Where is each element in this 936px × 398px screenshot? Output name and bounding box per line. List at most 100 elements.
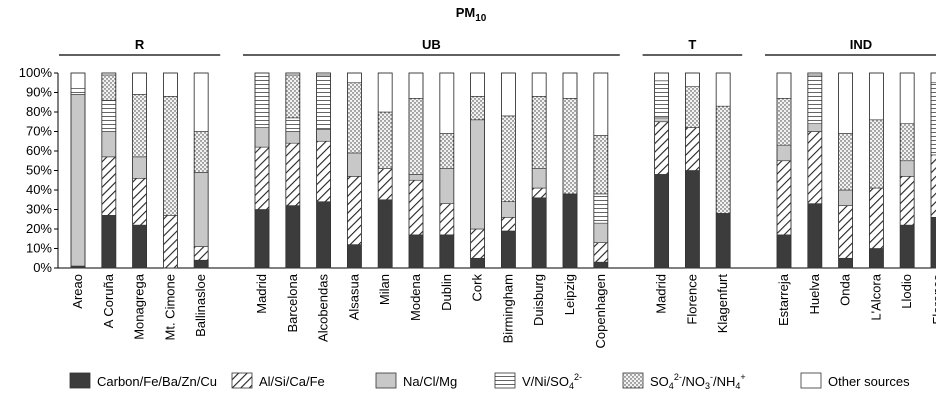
x-tick-label: Alsasua <box>346 273 361 320</box>
bar-segment <box>807 203 823 269</box>
bar-segment <box>132 178 147 226</box>
bar-segment <box>807 131 823 204</box>
bar-segment <box>316 140 331 203</box>
legend-swatch <box>494 372 516 389</box>
bar <box>593 72 609 269</box>
bar-segment <box>531 197 547 269</box>
bar <box>685 72 700 269</box>
bar <box>899 72 915 269</box>
legend-swatch <box>622 372 644 389</box>
bar-segment <box>408 72 424 99</box>
legend-label: Na/Cl/Mg <box>403 374 457 389</box>
bar-segment <box>101 156 117 216</box>
y-tick-label: 90% <box>26 85 52 100</box>
y-tick-label: 100% <box>19 65 53 80</box>
bar-segment <box>531 168 547 189</box>
bar-segment <box>101 100 117 132</box>
bar <box>715 72 731 269</box>
bar-segment <box>838 189 853 206</box>
bar-segment <box>838 257 853 269</box>
bar-segment <box>715 213 731 269</box>
bar-segment <box>470 96 485 121</box>
bar-segment <box>285 142 301 206</box>
x-tick-label: Klagenfurt <box>715 274 730 334</box>
bar-segment <box>899 224 915 269</box>
bar <box>930 72 936 269</box>
x-tick-label: Copenhagen <box>593 274 608 348</box>
bar-segment <box>593 261 609 269</box>
bar-segment <box>899 123 915 162</box>
bar-segment <box>70 72 86 89</box>
bar-segment <box>562 193 578 269</box>
bar-segment <box>101 215 117 269</box>
bar <box>285 72 301 269</box>
bar-segment <box>347 152 362 177</box>
bar-segment <box>254 127 270 148</box>
bar-segment <box>316 129 331 142</box>
bar-segment <box>285 74 301 119</box>
bar-segment <box>408 179 424 236</box>
x-tick-label: Birmingham <box>500 274 515 343</box>
legend-label: SO42-/NO3-/NH4+ <box>650 372 746 391</box>
bar-segment <box>807 74 823 124</box>
bar-segment <box>163 96 178 216</box>
bar-segment <box>377 199 393 269</box>
bar-segment <box>439 203 455 236</box>
x-tick-label: Madrid <box>254 274 269 314</box>
x-tick-label: Madrid <box>654 274 669 314</box>
legend-label: Carbon/Fe/Ba/Zn/Cu <box>97 374 217 389</box>
bar-segment <box>776 72 792 99</box>
x-tick-label: A Coruña <box>101 273 116 328</box>
bar-segment <box>501 217 516 232</box>
bar-segment <box>685 72 700 87</box>
bar-segment <box>347 244 362 269</box>
y-tick-label: 0% <box>33 260 52 275</box>
bar-segment <box>593 222 609 243</box>
group-label: IND <box>850 37 872 52</box>
bar <box>193 72 209 269</box>
legend: Carbon/Fe/Ba/Zn/Cu Al/Si/Ca/Fe Na/Cl/Mg V/N… <box>69 372 910 391</box>
bar-segment <box>654 174 669 269</box>
bar-segment <box>254 209 270 269</box>
y-tick-label: 40% <box>26 182 52 197</box>
legend-swatch <box>800 372 822 389</box>
bar-segment <box>377 111 393 169</box>
bar-segment <box>408 234 424 269</box>
bar-segment <box>470 72 485 97</box>
bar <box>70 72 86 269</box>
legend-label: Al/Si/Ca/Fe <box>259 374 325 389</box>
bar-segment <box>101 74 117 101</box>
chart-title-main: PM <box>456 5 476 20</box>
bar-segment <box>869 248 884 269</box>
bar-segment <box>685 86 700 128</box>
x-tick-label: Florence <box>684 274 699 325</box>
bar-segment <box>470 228 485 259</box>
bar-segment <box>685 170 700 269</box>
y-tick-label: 30% <box>26 202 52 217</box>
bars <box>70 72 936 269</box>
bar-segment <box>593 72 609 136</box>
group-labels: R UB T IND <box>59 37 936 56</box>
x-tick-label: Duisburg <box>531 274 546 326</box>
bar-segment <box>408 98 424 175</box>
bar <box>132 72 148 269</box>
bar-segment <box>377 168 393 201</box>
bar <box>439 72 455 269</box>
bar-segment <box>163 72 178 97</box>
bar-segment <box>869 72 884 121</box>
bar-segment <box>132 94 147 158</box>
bar-segment <box>899 72 915 125</box>
group-label: R <box>135 37 145 52</box>
bar-segment <box>593 193 609 224</box>
bar-segment <box>285 131 301 144</box>
y-tick-label: 50% <box>26 163 52 178</box>
bar <box>531 72 547 269</box>
chart-title: PM10 <box>456 5 487 24</box>
bar-segment <box>285 117 301 132</box>
bar-segment <box>776 234 792 269</box>
bar-segment <box>70 94 86 267</box>
bar-segment <box>316 201 331 269</box>
bar-segment <box>347 176 362 245</box>
x-tick-label: Florence <box>930 274 936 325</box>
bar-segment <box>193 259 209 269</box>
